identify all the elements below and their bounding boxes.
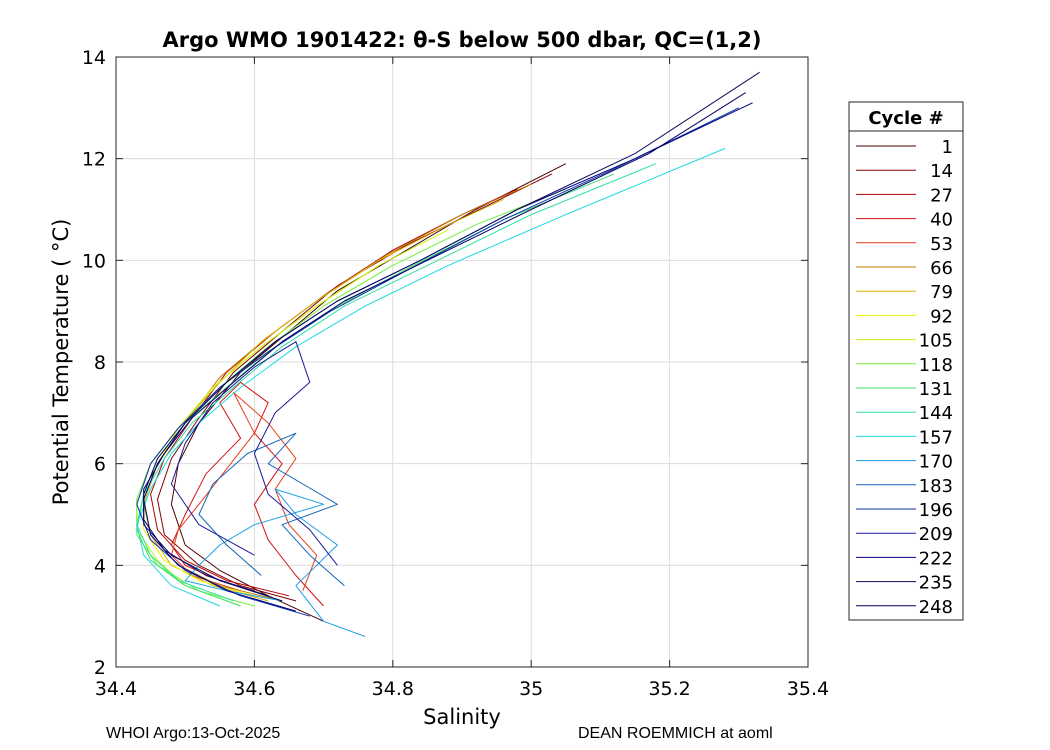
- series-line-cycle-144: [136, 163, 656, 602]
- series-line-cycle-40: [170, 381, 324, 607]
- legend-entries: 1 14 27 40 53 66 79 92 105 118 131 144 157 170 183 196 2…: [856, 137, 953, 618]
- y-tick-label: 2: [94, 657, 106, 679]
- x-axis-label: Salinity: [423, 705, 501, 729]
- legend-label-196: 196: [919, 500, 953, 521]
- legend-label-157: 157: [919, 427, 953, 448]
- y-tick-label: 12: [82, 149, 106, 171]
- legend-label-170: 170: [919, 452, 953, 473]
- legend-label-66: 66: [930, 258, 953, 279]
- x-tick-label: 34.6: [233, 678, 275, 700]
- series-line-cycle-196: [136, 107, 740, 617]
- legend-label-27: 27: [930, 185, 953, 206]
- legend-label-79: 79: [930, 282, 953, 303]
- legend-label-248: 248: [919, 597, 953, 618]
- series-line-cycle-170: [184, 488, 366, 637]
- legend-label-92: 92: [930, 306, 953, 327]
- gridlines: [116, 57, 808, 667]
- legend-title: Cycle #: [868, 108, 943, 129]
- y-tick-label: 6: [94, 454, 106, 476]
- series-layer: [136, 71, 760, 637]
- chart-title: Argo WMO 1901422: θ-S below 500 dbar, QC…: [163, 28, 762, 52]
- legend-label-53: 53: [930, 234, 953, 255]
- y-axis-label: Potential Temperature ( °C): [49, 219, 73, 506]
- footer-right: DEAN ROEMMICH at aoml: [578, 725, 773, 742]
- legend-label-118: 118: [919, 355, 953, 376]
- legend-label-131: 131: [919, 379, 953, 400]
- y-tick-label: 4: [94, 555, 106, 577]
- x-tick-label: 34.4: [95, 678, 137, 700]
- legend-label-105: 105: [919, 331, 953, 352]
- axis-ticks: 34.4 34.6 34.8 35 35.2 35.4 2 4 6 8 10 12 14: [82, 47, 829, 700]
- y-tick-label: 10: [82, 250, 106, 272]
- legend-label-40: 40: [930, 210, 953, 231]
- footer-left: WHOI Argo:13-Oct-2025: [106, 725, 281, 742]
- x-tick-label: 34.8: [372, 678, 414, 700]
- series-line-cycle-183: [198, 432, 345, 587]
- y-tick-label: 8: [94, 352, 106, 374]
- legend-label-14: 14: [930, 161, 953, 182]
- series-line-cycle-209: [170, 341, 338, 566]
- x-tick-label: 35: [519, 678, 543, 700]
- series-line-cycle-53: [170, 392, 318, 592]
- legend-label-1: 1: [942, 137, 953, 158]
- series-line-cycle-235: [143, 71, 760, 602]
- series-line-cycle-248: [143, 92, 746, 597]
- legend: Cycle # 1 14 27 40 53 66 79 92 105 118 131 144 157 17…: [848, 101, 964, 621]
- legend-label-235: 235: [919, 573, 953, 594]
- legend-label-209: 209: [919, 524, 953, 545]
- x-tick-label: 35.2: [648, 678, 690, 700]
- legend-label-144: 144: [919, 403, 953, 424]
- legend-label-183: 183: [919, 476, 953, 497]
- legend-label-222: 222: [919, 548, 953, 569]
- y-tick-label: 14: [82, 47, 106, 69]
- x-tick-label: 35.4: [787, 678, 829, 700]
